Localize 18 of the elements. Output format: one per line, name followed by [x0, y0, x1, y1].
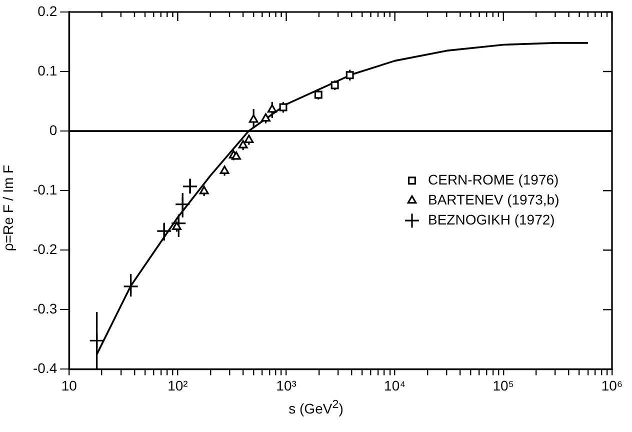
y-tick-label: -0.2	[33, 240, 58, 257]
y-tick-label: -0.1	[33, 181, 58, 198]
y-tick-label: -0.4	[33, 360, 58, 376]
x-tick-label: 10⁵	[492, 377, 514, 394]
y-tick-label: 0.2	[38, 2, 58, 19]
legend-label: BEZNOGIKH (1972)	[428, 211, 555, 228]
x-tick-label: 10⁴	[384, 377, 406, 394]
x-axis-title: s (GeV$^{2}$)	[288, 398, 344, 417]
x-tick-label: 10	[61, 377, 78, 394]
legend-label: CERN-ROME (1976)	[428, 171, 559, 188]
x-tick-label: 10⁶	[601, 377, 623, 394]
y-axis-title: ρ=Re F / Im F	[0, 164, 16, 254]
x-tick-label: 10²	[168, 377, 188, 394]
legend-label: BARTENEV (1973,b)	[428, 191, 560, 208]
y-tick-label: -0.3	[33, 300, 58, 317]
y-tick-label: 0.1	[38, 62, 58, 78]
x-tick-label: 10³	[276, 377, 297, 394]
y-tick-label: 0	[49, 122, 58, 138]
